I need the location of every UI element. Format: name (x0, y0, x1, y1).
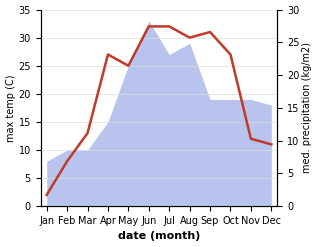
Y-axis label: med. precipitation (kg/m2): med. precipitation (kg/m2) (302, 42, 313, 173)
X-axis label: date (month): date (month) (118, 231, 200, 242)
Y-axis label: max temp (C): max temp (C) (5, 74, 16, 142)
